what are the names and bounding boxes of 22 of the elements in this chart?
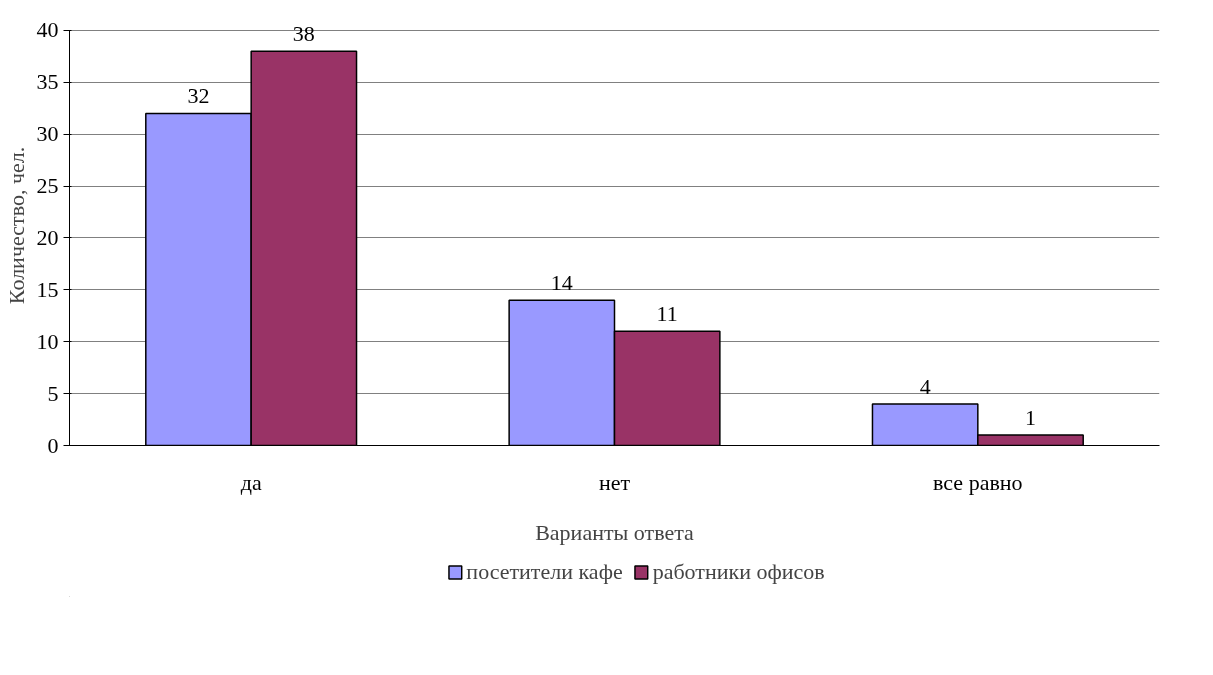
- y-tick-label: 20: [36, 224, 59, 250]
- y-tick-label: 15: [36, 276, 59, 302]
- x-axis-title: Варианты ответа: [535, 519, 695, 545]
- y-tick-label: 40: [36, 17, 59, 43]
- y-axis-title: Количество, чел.: [3, 146, 29, 305]
- data-label: 38: [292, 21, 315, 47]
- data-label: 32: [187, 83, 210, 109]
- y-tick-label: 5: [47, 380, 59, 406]
- y-tick-label: 0: [47, 432, 59, 458]
- y-tick-label: 30: [36, 121, 59, 147]
- x-tick-label: да: [240, 469, 262, 495]
- y-tick-label: 35: [36, 69, 59, 95]
- data-label: 4: [919, 373, 931, 399]
- y-tick-label: 25: [36, 173, 59, 199]
- y-tick-label: 10: [36, 328, 59, 354]
- data-label: 14: [550, 270, 573, 296]
- data-label: 1: [1025, 405, 1037, 431]
- x-tick-label: все равно: [933, 469, 1023, 495]
- legend-label: посетители кафе: [466, 559, 623, 585]
- legend-label: работники офисов: [652, 559, 825, 585]
- x-tick-label: нет: [598, 469, 631, 495]
- data-label: 11: [656, 301, 678, 327]
